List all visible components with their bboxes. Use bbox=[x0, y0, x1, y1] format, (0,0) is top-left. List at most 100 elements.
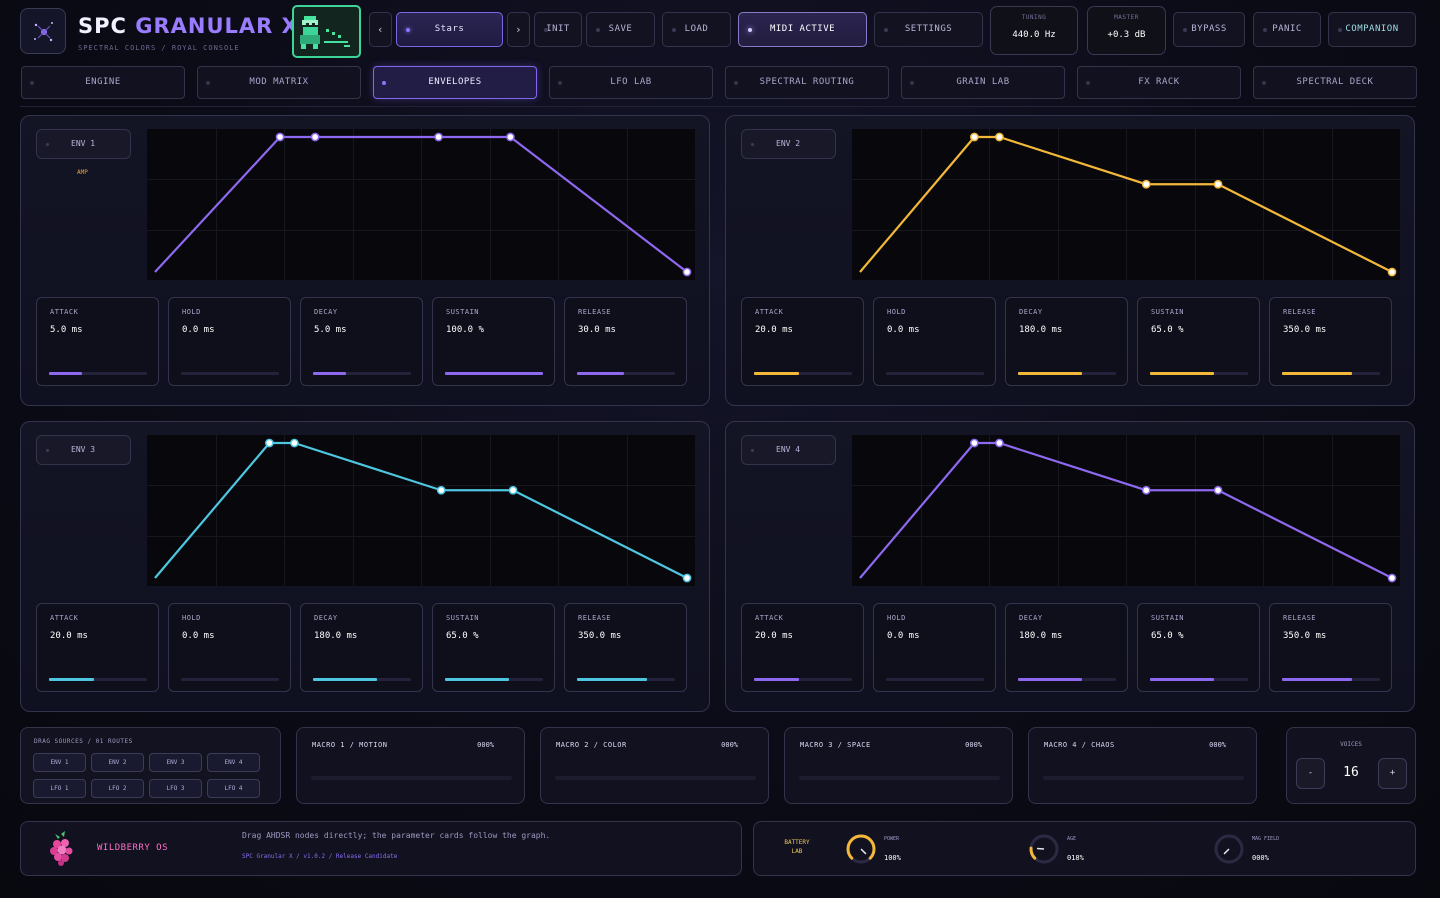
envelope-selector[interactable]: ENV 4 bbox=[741, 435, 836, 465]
param-card-hold[interactable]: HOLD 0.0 ms bbox=[873, 603, 996, 692]
envelope-node[interactable] bbox=[310, 132, 320, 142]
envelope-node[interactable] bbox=[970, 438, 979, 448]
tab-envelopes[interactable]: ENVELOPES bbox=[373, 66, 537, 99]
envelope-selector[interactable]: ENV 1 bbox=[36, 129, 131, 159]
envelope-selector[interactable]: ENV 3 bbox=[36, 435, 131, 465]
param-slider-track[interactable] bbox=[445, 678, 543, 681]
tab-lfo-lab[interactable]: LFO LAB bbox=[549, 66, 713, 99]
tab-spectral-deck[interactable]: SPECTRAL DECK bbox=[1253, 66, 1417, 99]
envelope-graph[interactable] bbox=[852, 435, 1400, 586]
macro-2-panel[interactable]: MACRO 2 / COLOR 000% bbox=[540, 727, 769, 804]
param-slider-track[interactable] bbox=[313, 372, 411, 375]
param-card-hold[interactable]: HOLD 0.0 ms bbox=[168, 603, 291, 692]
param-slider-track[interactable] bbox=[1150, 372, 1248, 375]
envelope-node[interactable] bbox=[1387, 267, 1397, 277]
panic-button[interactable]: PANIC bbox=[1253, 12, 1321, 47]
macro-4-panel[interactable]: MACRO 4 / CHAOS 000% bbox=[1028, 727, 1257, 804]
drag-chip-env-3[interactable]: ENV 3 bbox=[149, 753, 202, 772]
param-slider-track[interactable] bbox=[1018, 372, 1116, 375]
envelope-node[interactable] bbox=[290, 438, 299, 448]
companion-button[interactable]: COMPANION bbox=[1328, 12, 1416, 47]
param-card-attack[interactable]: ATTACK 20.0 ms bbox=[741, 297, 864, 386]
envelope-node[interactable] bbox=[995, 438, 1004, 448]
param-slider-track[interactable] bbox=[49, 678, 147, 681]
envelope-node[interactable] bbox=[682, 267, 692, 277]
param-card-decay[interactable]: DECAY 5.0 ms bbox=[300, 297, 423, 386]
drag-chip-env-4[interactable]: ENV 4 bbox=[207, 753, 260, 772]
envelope-node[interactable] bbox=[508, 485, 518, 495]
envelope-node[interactable] bbox=[1141, 179, 1151, 189]
envelope-node[interactable] bbox=[275, 132, 285, 142]
tab-engine[interactable]: ENGINE bbox=[21, 66, 185, 99]
envelope-node[interactable] bbox=[1141, 485, 1151, 495]
param-card-sustain[interactable]: SUSTAIN 65.0 % bbox=[1137, 297, 1260, 386]
param-card-sustain[interactable]: SUSTAIN 65.0 % bbox=[1137, 603, 1260, 692]
preset-selector[interactable]: Stars bbox=[396, 12, 503, 47]
voices-increment-button[interactable]: + bbox=[1378, 758, 1407, 789]
param-slider-track[interactable] bbox=[181, 678, 279, 681]
envelope-node[interactable] bbox=[682, 573, 692, 583]
param-card-hold[interactable]: HOLD 0.0 ms bbox=[873, 297, 996, 386]
master-readout[interactable]: MASTER +0.3 dB bbox=[1087, 6, 1166, 55]
param-card-attack[interactable]: ATTACK 5.0 ms bbox=[36, 297, 159, 386]
prev-preset-button[interactable]: ‹ bbox=[369, 12, 392, 47]
envelope-graph[interactable] bbox=[147, 435, 695, 586]
drag-chip-lfo-3[interactable]: LFO 3 bbox=[149, 779, 202, 798]
envelope-node[interactable] bbox=[970, 132, 979, 142]
param-card-hold[interactable]: HOLD 0.0 ms bbox=[168, 297, 291, 386]
macro-slider-track[interactable] bbox=[311, 776, 512, 780]
drag-chip-lfo-2[interactable]: LFO 2 bbox=[91, 779, 144, 798]
param-slider-track[interactable] bbox=[577, 678, 675, 681]
envelope-node[interactable] bbox=[436, 485, 446, 495]
macro-slider-track[interactable] bbox=[1043, 776, 1244, 780]
param-card-attack[interactable]: ATTACK 20.0 ms bbox=[36, 603, 159, 692]
tab-spectral-routing[interactable]: SPECTRAL ROUTING bbox=[725, 66, 889, 99]
tab-grain-lab[interactable]: GRAIN LAB bbox=[901, 66, 1065, 99]
tab-mod-matrix[interactable]: MOD MATRIX bbox=[197, 66, 361, 99]
param-card-sustain[interactable]: SUSTAIN 100.0 % bbox=[432, 297, 555, 386]
tab-fx-rack[interactable]: FX RACK bbox=[1077, 66, 1241, 99]
param-slider-track[interactable] bbox=[754, 372, 852, 375]
bypass-button[interactable]: BYPASS bbox=[1173, 12, 1245, 47]
param-slider-track[interactable] bbox=[313, 678, 411, 681]
param-card-attack[interactable]: ATTACK 20.0 ms bbox=[741, 603, 864, 692]
param-card-decay[interactable]: DECAY 180.0 ms bbox=[1005, 297, 1128, 386]
param-card-release[interactable]: RELEASE 350.0 ms bbox=[1269, 603, 1392, 692]
envelope-node[interactable] bbox=[1213, 485, 1223, 495]
drag-chip-env-2[interactable]: ENV 2 bbox=[91, 753, 144, 772]
param-slider-track[interactable] bbox=[49, 372, 147, 375]
envelope-node[interactable] bbox=[995, 132, 1004, 142]
save-button[interactable]: SAVE bbox=[586, 12, 655, 47]
param-slider-track[interactable] bbox=[1282, 372, 1380, 375]
param-slider-track[interactable] bbox=[1018, 678, 1116, 681]
drag-chip-lfo-1[interactable]: LFO 1 bbox=[33, 779, 86, 798]
midi-active-button[interactable]: MIDI ACTIVE bbox=[738, 12, 867, 47]
tuning-readout[interactable]: TUNING 440.0 Hz bbox=[990, 6, 1078, 55]
param-slider-track[interactable] bbox=[754, 678, 852, 681]
envelope-graph[interactable] bbox=[852, 129, 1400, 280]
load-button[interactable]: LOAD bbox=[662, 12, 731, 47]
envelope-node[interactable] bbox=[434, 132, 443, 142]
voices-decrement-button[interactable]: - bbox=[1296, 758, 1325, 789]
param-card-sustain[interactable]: SUSTAIN 65.0 % bbox=[432, 603, 555, 692]
init-button[interactable]: INIT bbox=[534, 12, 582, 47]
param-card-release[interactable]: RELEASE 350.0 ms bbox=[1269, 297, 1392, 386]
macro-slider-track[interactable] bbox=[555, 776, 756, 780]
param-card-release[interactable]: RELEASE 30.0 ms bbox=[564, 297, 687, 386]
drag-chip-env-1[interactable]: ENV 1 bbox=[33, 753, 86, 772]
macro-slider-track[interactable] bbox=[799, 776, 1000, 780]
drag-chip-lfo-4[interactable]: LFO 4 bbox=[207, 779, 260, 798]
param-slider-track[interactable] bbox=[181, 372, 279, 375]
param-slider-track[interactable] bbox=[1150, 678, 1248, 681]
param-slider-track[interactable] bbox=[445, 372, 543, 375]
macro-3-panel[interactable]: MACRO 3 / SPACE 000% bbox=[784, 727, 1013, 804]
param-slider-track[interactable] bbox=[1282, 678, 1380, 681]
envelope-node[interactable] bbox=[1387, 573, 1397, 583]
param-card-decay[interactable]: DECAY 180.0 ms bbox=[300, 603, 423, 692]
param-slider-track[interactable] bbox=[886, 372, 984, 375]
param-card-release[interactable]: RELEASE 350.0 ms bbox=[564, 603, 687, 692]
envelope-graph[interactable] bbox=[147, 129, 695, 280]
macro-1-panel[interactable]: MACRO 1 / MOTION 000% bbox=[296, 727, 525, 804]
envelope-node[interactable] bbox=[265, 438, 274, 448]
param-slider-track[interactable] bbox=[577, 372, 675, 375]
